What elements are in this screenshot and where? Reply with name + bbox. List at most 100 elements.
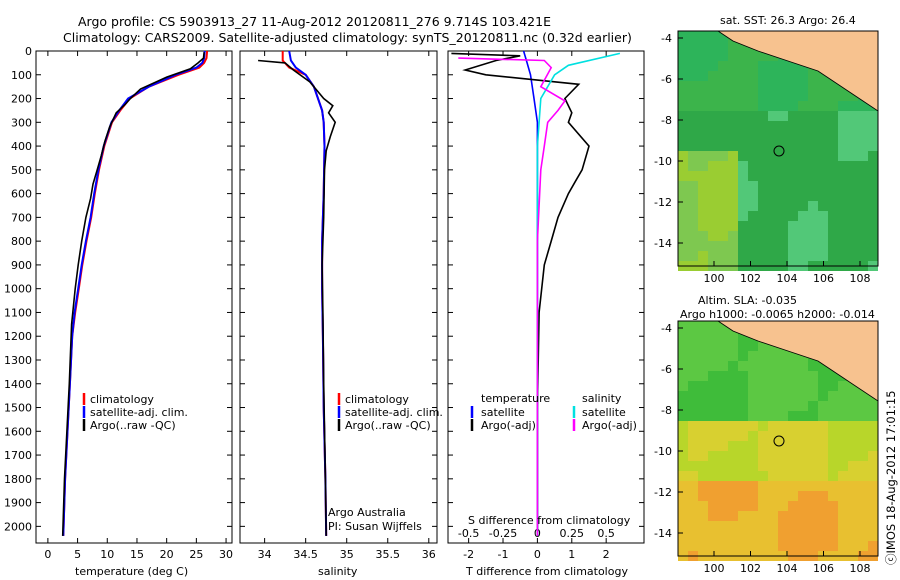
legend-satellite: satellite-adj. clim. — [90, 406, 188, 419]
temperature-xlabel: temperature (deg C) — [75, 565, 188, 578]
x-tick-label: 20 — [160, 548, 174, 561]
s-difference-title: S difference from climatology — [468, 514, 631, 527]
series-satellite-adj-clim- — [288, 50, 328, 536]
legend-climatology: climatology — [90, 393, 154, 406]
map-x-tick-label: 104 — [777, 272, 798, 285]
map-x-tick-label: 100 — [704, 272, 725, 285]
x-tick-label: 34 — [258, 548, 272, 561]
s-tick-label: -0.5 — [458, 527, 479, 540]
x-tick-label: -2 — [463, 548, 474, 561]
s-tick-label: -0.25 — [489, 527, 517, 540]
sst-map — [677, 30, 879, 271]
y-tick-label: 600 — [11, 188, 32, 201]
legend-climatology: climatology — [345, 393, 409, 406]
map-x-tick-label: 108 — [850, 272, 871, 285]
y-tick-label: 300 — [11, 116, 32, 129]
x-tick-label: 34.5 — [293, 548, 318, 561]
temperature-panel — [35, 50, 233, 544]
x-tick-label: 35.5 — [376, 548, 401, 561]
x-tick-label: 0 — [44, 548, 51, 561]
temperature-legend: climatology satellite-adj. clim. Argo(..… — [82, 393, 188, 432]
map-x-tick-label: 106 — [813, 272, 834, 285]
y-tick-label: 900 — [11, 259, 32, 272]
y-tick-label: 1000 — [4, 283, 32, 296]
difference-panel — [447, 50, 645, 544]
legend-salinity: salinity — [582, 392, 622, 405]
series-argo-raw-qc- — [258, 59, 337, 536]
map-y-tick-label: -14 — [654, 527, 672, 540]
legend-s-argo: Argo(-adj) — [582, 419, 637, 432]
legend-temperature: temperature — [481, 392, 550, 405]
x-tick-label: -1 — [498, 548, 509, 561]
y-tick-label: 2000 — [4, 520, 32, 533]
legend-t-argo: Argo(-adj) — [481, 419, 536, 432]
y-tick-label: 1700 — [4, 449, 32, 462]
sla-map — [677, 320, 879, 561]
map-y-tick-label: -12 — [654, 486, 672, 499]
y-tick-label: 1100 — [4, 306, 32, 319]
x-tick-label: 35 — [340, 548, 354, 561]
header-line1: Argo profile: CS 5903913_27 11-Aug-2012 … — [78, 14, 551, 29]
x-tick-label: 1 — [568, 548, 575, 561]
legend-argo: Argo(..raw -QC) — [345, 419, 431, 432]
map-y-tick-label: -4 — [661, 32, 672, 45]
y-tick-label: 1400 — [4, 378, 32, 391]
series-climatology — [281, 51, 328, 536]
y-tick-label: 1500 — [4, 402, 32, 415]
map-y-tick-label: -10 — [654, 155, 672, 168]
y-tick-label: 1600 — [4, 425, 32, 438]
header-line2: Climatology: CARS2009. Satellite-adjuste… — [63, 30, 632, 45]
y-tick-label: 1200 — [4, 330, 32, 343]
map-x-tick-label: 100 — [704, 562, 725, 575]
series-satellite-adj-clim- — [62, 50, 206, 536]
x-tick-label: 2 — [603, 548, 610, 561]
series-climatology — [62, 50, 209, 536]
series-argo-raw-qc- — [61, 52, 205, 536]
y-tick-label: 200 — [11, 93, 32, 106]
s-tick-label: 0.25 — [560, 527, 585, 540]
map-x-tick-label: 102 — [740, 562, 761, 575]
argo-location-marker — [773, 435, 785, 447]
x-tick-label: 10 — [100, 548, 114, 561]
difference-legend: temperature satellite Argo(-adj) salinit… — [470, 392, 637, 432]
y-tick-label: 0 — [25, 45, 32, 58]
legend-s-satellite: satellite — [582, 406, 626, 419]
map2-subtitle: Argo h1000: -0.0065 h2000: -0.014 — [680, 308, 875, 321]
map-y-tick-label: -12 — [654, 196, 672, 209]
series-temperature-argo-adj- — [451, 52, 590, 536]
map-y-tick-label: -10 — [654, 445, 672, 458]
difference-xlabel: T difference from climatology — [465, 565, 628, 578]
series-salinity-argo-adj- — [458, 57, 567, 536]
y-tick-label: 800 — [11, 235, 32, 248]
y-tick-label: 700 — [11, 211, 32, 224]
x-tick-label: 0 — [534, 548, 541, 561]
x-tick-label: 5 — [74, 548, 81, 561]
annotation-pi: PI: Susan Wijffels — [328, 520, 422, 533]
map-x-tick-label: 108 — [850, 562, 871, 575]
y-tick-label: 1300 — [4, 354, 32, 367]
map2-title: Altim. SLA: -0.035 — [698, 294, 797, 307]
x-tick-label: 36 — [422, 548, 436, 561]
y-tick-label: 1900 — [4, 497, 32, 510]
y-tick-label: 100 — [11, 69, 32, 82]
annotation-argo-australia: Argo Australia — [328, 506, 406, 519]
map-y-tick-label: -14 — [654, 237, 672, 250]
map1-title: sat. SST: 26.3 Argo: 26.4 — [720, 14, 856, 27]
map-x-tick-label: 106 — [813, 562, 834, 575]
x-tick-label: 25 — [189, 548, 203, 561]
series-temperature-satellite — [522, 50, 539, 536]
legend-satellite: satellite-adj. clim. — [345, 406, 443, 419]
map-x-tick-label: 104 — [777, 562, 798, 575]
map-y-tick-label: -4 — [661, 322, 672, 335]
s-tick-label: 0.5 — [597, 527, 615, 540]
x-tick-label: 30 — [219, 548, 233, 561]
imos-credit: ⓒIMOS 18-Aug-2012 17:01:15 — [884, 390, 898, 565]
map-y-tick-label: -8 — [661, 114, 672, 127]
y-tick-label: 1800 — [4, 473, 32, 486]
salinity-panel — [239, 50, 438, 544]
argo-location-marker — [773, 145, 785, 157]
map-y-tick-label: -8 — [661, 404, 672, 417]
series-salinity-satellite — [536, 52, 621, 536]
salinity-legend: climatology satellite-adj. clim. Argo(..… — [337, 393, 443, 432]
